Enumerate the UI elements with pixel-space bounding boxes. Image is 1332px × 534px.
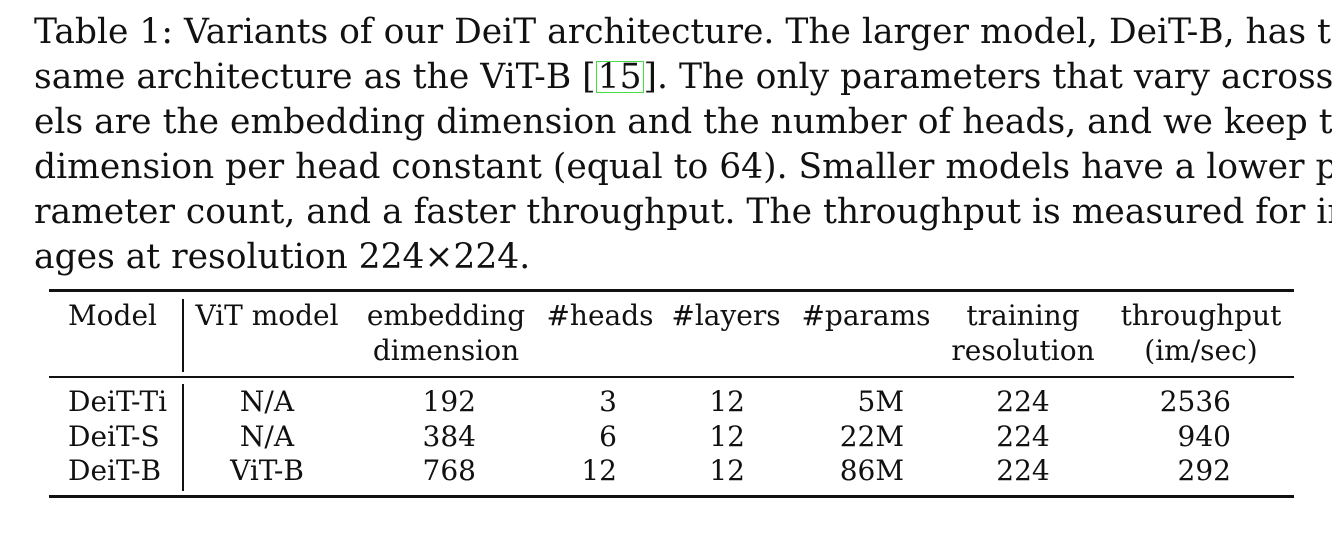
citation-link[interactable]: 15 xyxy=(595,57,644,97)
cell-throughput: 940 xyxy=(1177,420,1231,453)
caption-line-5: rameter count, and a faster throughput. … xyxy=(34,192,1332,232)
cell-vit-model: N/A xyxy=(239,420,295,453)
cell-throughput: 2536 xyxy=(1159,385,1231,418)
header-embedding: embedding xyxy=(366,299,526,332)
cell-heads: 12 xyxy=(581,454,617,487)
citation-close-bracket: ] xyxy=(643,57,658,97)
cell-resolution: 224 xyxy=(996,420,1050,453)
cell-embedding: 768 xyxy=(422,454,476,487)
cell-embedding: 384 xyxy=(422,420,476,453)
citation-open-bracket: [ xyxy=(582,57,596,97)
caption-line-6: ages at resolution 224×224. xyxy=(34,237,531,277)
header-model: Model xyxy=(68,299,157,332)
caption-line-4: dimension per head constant (equal to 64… xyxy=(34,147,1332,187)
cell-layers: 12 xyxy=(709,420,745,453)
cell-vit-model: N/A xyxy=(239,385,295,418)
cell-resolution: 224 xyxy=(996,385,1050,418)
column-separator xyxy=(182,384,184,491)
header-layers: #layers xyxy=(671,299,781,332)
header-vit-model: ViT model xyxy=(195,299,339,332)
header-throughput-unit: (im/sec) xyxy=(1144,334,1258,367)
caption-line-3: els are the embedding dimension and the … xyxy=(34,102,1332,142)
caption-line-2: same architecture as the ViT-B [15]. The… xyxy=(34,55,1332,100)
cell-layers: 12 xyxy=(709,385,745,418)
caption-line-1: Table 1: Variants of our DeiT architectu… xyxy=(34,12,1332,52)
cell-resolution: 224 xyxy=(996,454,1050,487)
cell-params: 22M xyxy=(839,420,904,453)
table-header-rule xyxy=(49,376,1294,378)
cell-model: DeiT-Ti xyxy=(68,385,168,418)
header-params: #params xyxy=(801,299,931,332)
header-throughput: throughput xyxy=(1120,299,1282,332)
header-heads: #heads xyxy=(546,299,654,332)
cell-layers: 12 xyxy=(709,454,745,487)
cell-params: 5M xyxy=(857,385,904,418)
table-top-rule xyxy=(49,289,1294,292)
table-bottom-rule xyxy=(49,495,1294,498)
table-caption: Table 1: Variants of our DeiT architectu… xyxy=(34,10,1332,280)
cell-heads: 3 xyxy=(599,385,617,418)
deit-variants-table: Model ViT model embedding dimension #hea… xyxy=(49,289,1294,499)
header-training: training xyxy=(966,299,1080,332)
cell-vit-model: ViT-B xyxy=(230,454,304,487)
header-embedding-dimension: dimension xyxy=(372,334,520,367)
cell-params: 86M xyxy=(839,454,904,487)
cell-embedding: 192 xyxy=(422,385,476,418)
caption-text: . The only parameters that vary across m… xyxy=(657,57,1332,97)
caption-text: same architecture as the ViT-B xyxy=(34,57,583,97)
cell-model: DeiT-S xyxy=(68,420,160,453)
column-separator xyxy=(182,299,184,372)
cell-heads: 6 xyxy=(599,420,617,453)
cell-throughput: 292 xyxy=(1177,454,1231,487)
header-training-resolution: resolution xyxy=(951,334,1095,367)
cell-model: DeiT-B xyxy=(68,454,162,487)
